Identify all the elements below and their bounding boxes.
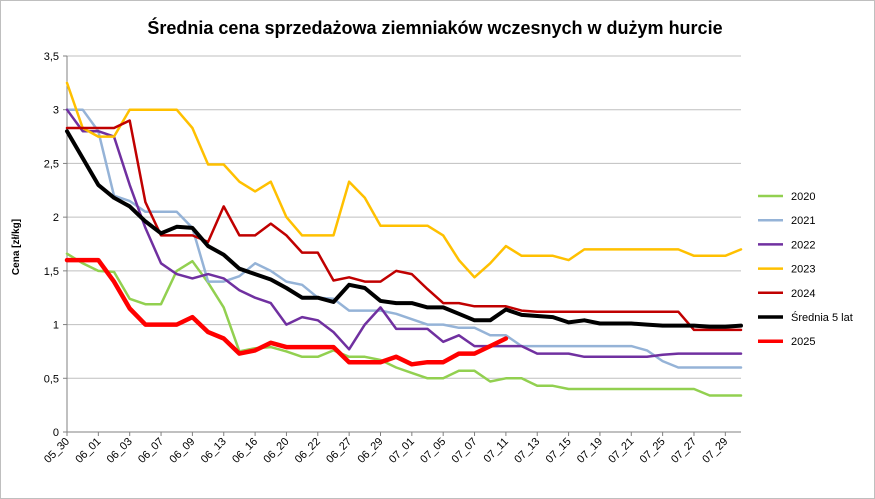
x-tick-label: 07_21 [606,436,636,466]
y-tick-label: 1,5 [44,266,59,278]
y-tick-label: 3 [53,105,59,117]
series-line-7 [64,257,509,367]
legend-entry: 2020 [791,191,815,203]
y-tick-label: 2,5 [44,158,59,170]
series-line-1 [65,252,743,397]
legend: 2020 2021 2022 2023 2024 Średnia 5 lat 2025 [758,191,853,348]
x-tick-label: 06_27 [324,436,354,466]
x-tick-label: 05_30 [42,436,72,466]
x-tick-label: 07_13 [512,436,542,466]
x-tick-label: 06_03 [105,436,135,466]
x-tick-label: 06_01 [73,436,103,466]
x-tick-label: 07_25 [638,436,668,466]
x-tick-label: 06_09 [167,436,197,466]
series-line-3 [65,108,743,359]
x-tick-label: 06_22 [293,436,323,466]
y-tick-label: 2 [53,212,59,224]
x-tick-label: 06_29 [355,436,385,466]
legend-entry: 2021 [791,215,815,227]
x-tick-label: 06_16 [230,436,260,466]
chart-title: Średnia cena sprzedażowa ziemniaków wcze… [147,17,722,38]
x-tick-label: 07_05 [418,436,448,466]
x-tick-label: 07_27 [669,436,699,466]
x-tick-label: 07_01 [387,436,417,466]
x-tick-label: 06_20 [261,436,291,466]
x-tick-label: 06_07 [136,436,166,466]
series-line-2 [65,108,743,369]
x-tick-label: 06_13 [199,436,229,466]
legend-entry: 2025 [791,336,815,348]
x-tick-label: 07_15 [544,436,574,466]
series-lines [64,81,743,397]
series-line-5 [65,119,743,332]
x-tick-label: 07_11 [481,436,511,466]
y-tick-label: 0,5 [44,373,59,385]
y-tick-labels: 0 0,5 1 1,5 2 2,5 3 3,5 [44,51,59,439]
y-tick-label: 1 [53,320,59,332]
series-line-4 [65,81,743,279]
legend-entry: 2023 [791,264,815,276]
x-tick-label: 07_29 [700,436,730,466]
x-tick-label: 07_07 [450,436,480,466]
legend-entry: Średnia 5 lat [791,311,853,324]
y-axis-label: Cena [zł/kg] [11,219,22,275]
axes [66,56,741,433]
y-tick-label: 3,5 [44,51,59,63]
y-tick-label: 0 [53,427,59,439]
x-tick-label: 07_19 [575,436,605,466]
legend-entry: 2024 [791,288,815,300]
x-tick-labels: 05_30 06_01 06_03 06_07 06_09 06_13 06_16 06_20… [42,432,730,466]
legend-entry: 2022 [791,239,815,251]
gridlines [63,55,741,433]
series-line-6 [65,129,743,329]
